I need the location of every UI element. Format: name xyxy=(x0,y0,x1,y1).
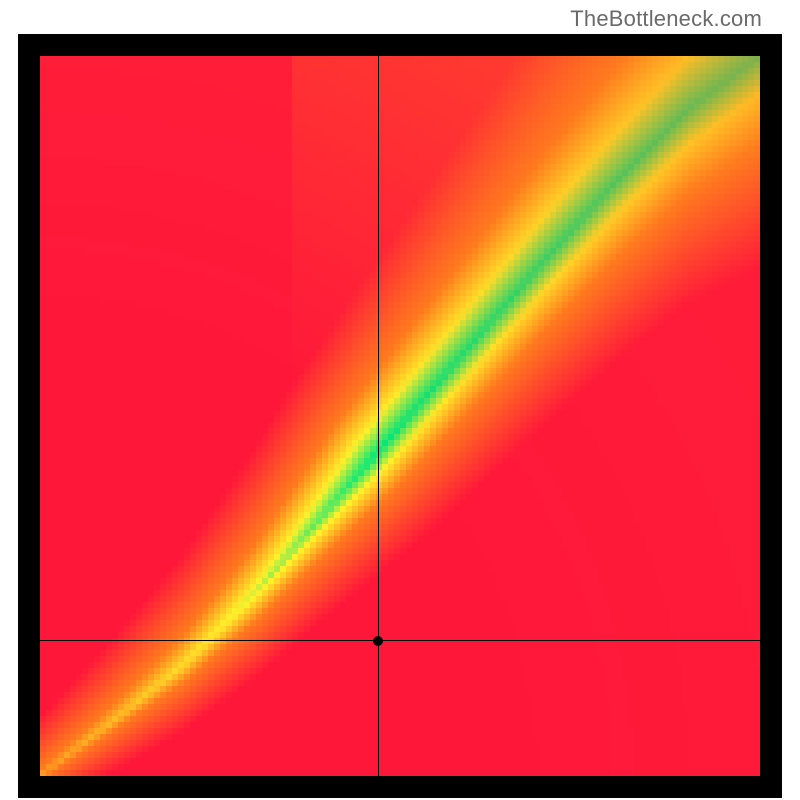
watermark-text: TheBottleneck.com xyxy=(570,6,762,32)
chart-frame xyxy=(18,34,782,798)
crosshair-marker-dot xyxy=(373,636,383,646)
crosshair-vertical-line xyxy=(378,56,379,776)
heatmap-plot-area xyxy=(40,56,760,776)
crosshair-horizontal-line xyxy=(40,640,760,641)
heatmap-canvas xyxy=(40,56,760,776)
